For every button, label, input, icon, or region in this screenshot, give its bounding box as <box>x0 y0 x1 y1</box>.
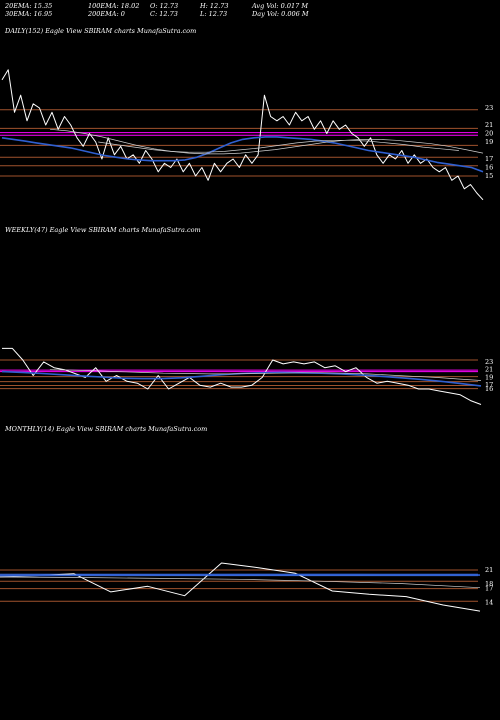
header-day-vol: Day Vol: 0.006 M <box>252 10 309 18</box>
y-tick-label: 17 <box>485 381 493 389</box>
y-tick-label: 15 <box>485 172 493 180</box>
y-tick-label: 16 <box>485 164 493 172</box>
header-low: L: 12.73 <box>200 10 228 18</box>
y-tick-label: 21 <box>485 366 493 374</box>
average-line <box>98 139 459 153</box>
y-tick-label: 20 <box>485 130 493 138</box>
average-line <box>50 128 484 155</box>
y-tick-label: 14 <box>485 599 493 607</box>
chart-daily: DAILY(152) Eagle View SBIRAM charts Muna… <box>0 27 493 201</box>
y-tick-label: 17 <box>485 155 493 163</box>
average-line <box>49 369 482 381</box>
y-tick-label: 21 <box>485 566 493 574</box>
chart-monthly: MONTHLY(14) Eagle View SBIRAM charts Mun… <box>0 425 493 612</box>
chart-title: MONTHLY(14) Eagle View SBIRAM charts Mun… <box>4 425 207 433</box>
y-tick-label: 17 <box>485 585 493 593</box>
header-ema20: 20EMA: 15.35 <box>5 2 53 10</box>
y-tick-label: 23 <box>485 358 493 366</box>
ema-line <box>0 573 481 577</box>
header-high: H: 12.73 <box>200 2 229 10</box>
chart-title: DAILY(152) Eagle View SBIRAM charts Muna… <box>4 27 196 35</box>
y-tick-label: 18 <box>485 580 493 588</box>
y-tick-label: 16 <box>485 385 493 393</box>
header-close: C: 12.73 <box>150 10 178 18</box>
header-open: O: 12.73 <box>150 2 179 10</box>
price-line <box>0 562 481 612</box>
y-tick-label: 23 <box>485 104 493 112</box>
header-ema100: 100EMA: 18.02 <box>88 2 140 10</box>
average-line <box>0 576 481 589</box>
header-ema200: 200EMA: 0 <box>88 10 125 18</box>
header-ema30: 30EMA: 16.95 <box>5 10 53 18</box>
price-line <box>1 69 484 201</box>
header-avg-vol: Avg Vol: 0.017 M <box>252 2 309 10</box>
chart-weekly: WEEKLY(47) Eagle View SBIRAM charts Muna… <box>0 226 493 405</box>
y-tick-label: 21 <box>485 121 493 129</box>
y-tick-label: 19 <box>485 373 493 381</box>
chart-title: WEEKLY(47) Eagle View SBIRAM charts Muna… <box>5 226 201 234</box>
ema-line <box>1 136 484 173</box>
y-tick-label: 19 <box>485 138 493 146</box>
